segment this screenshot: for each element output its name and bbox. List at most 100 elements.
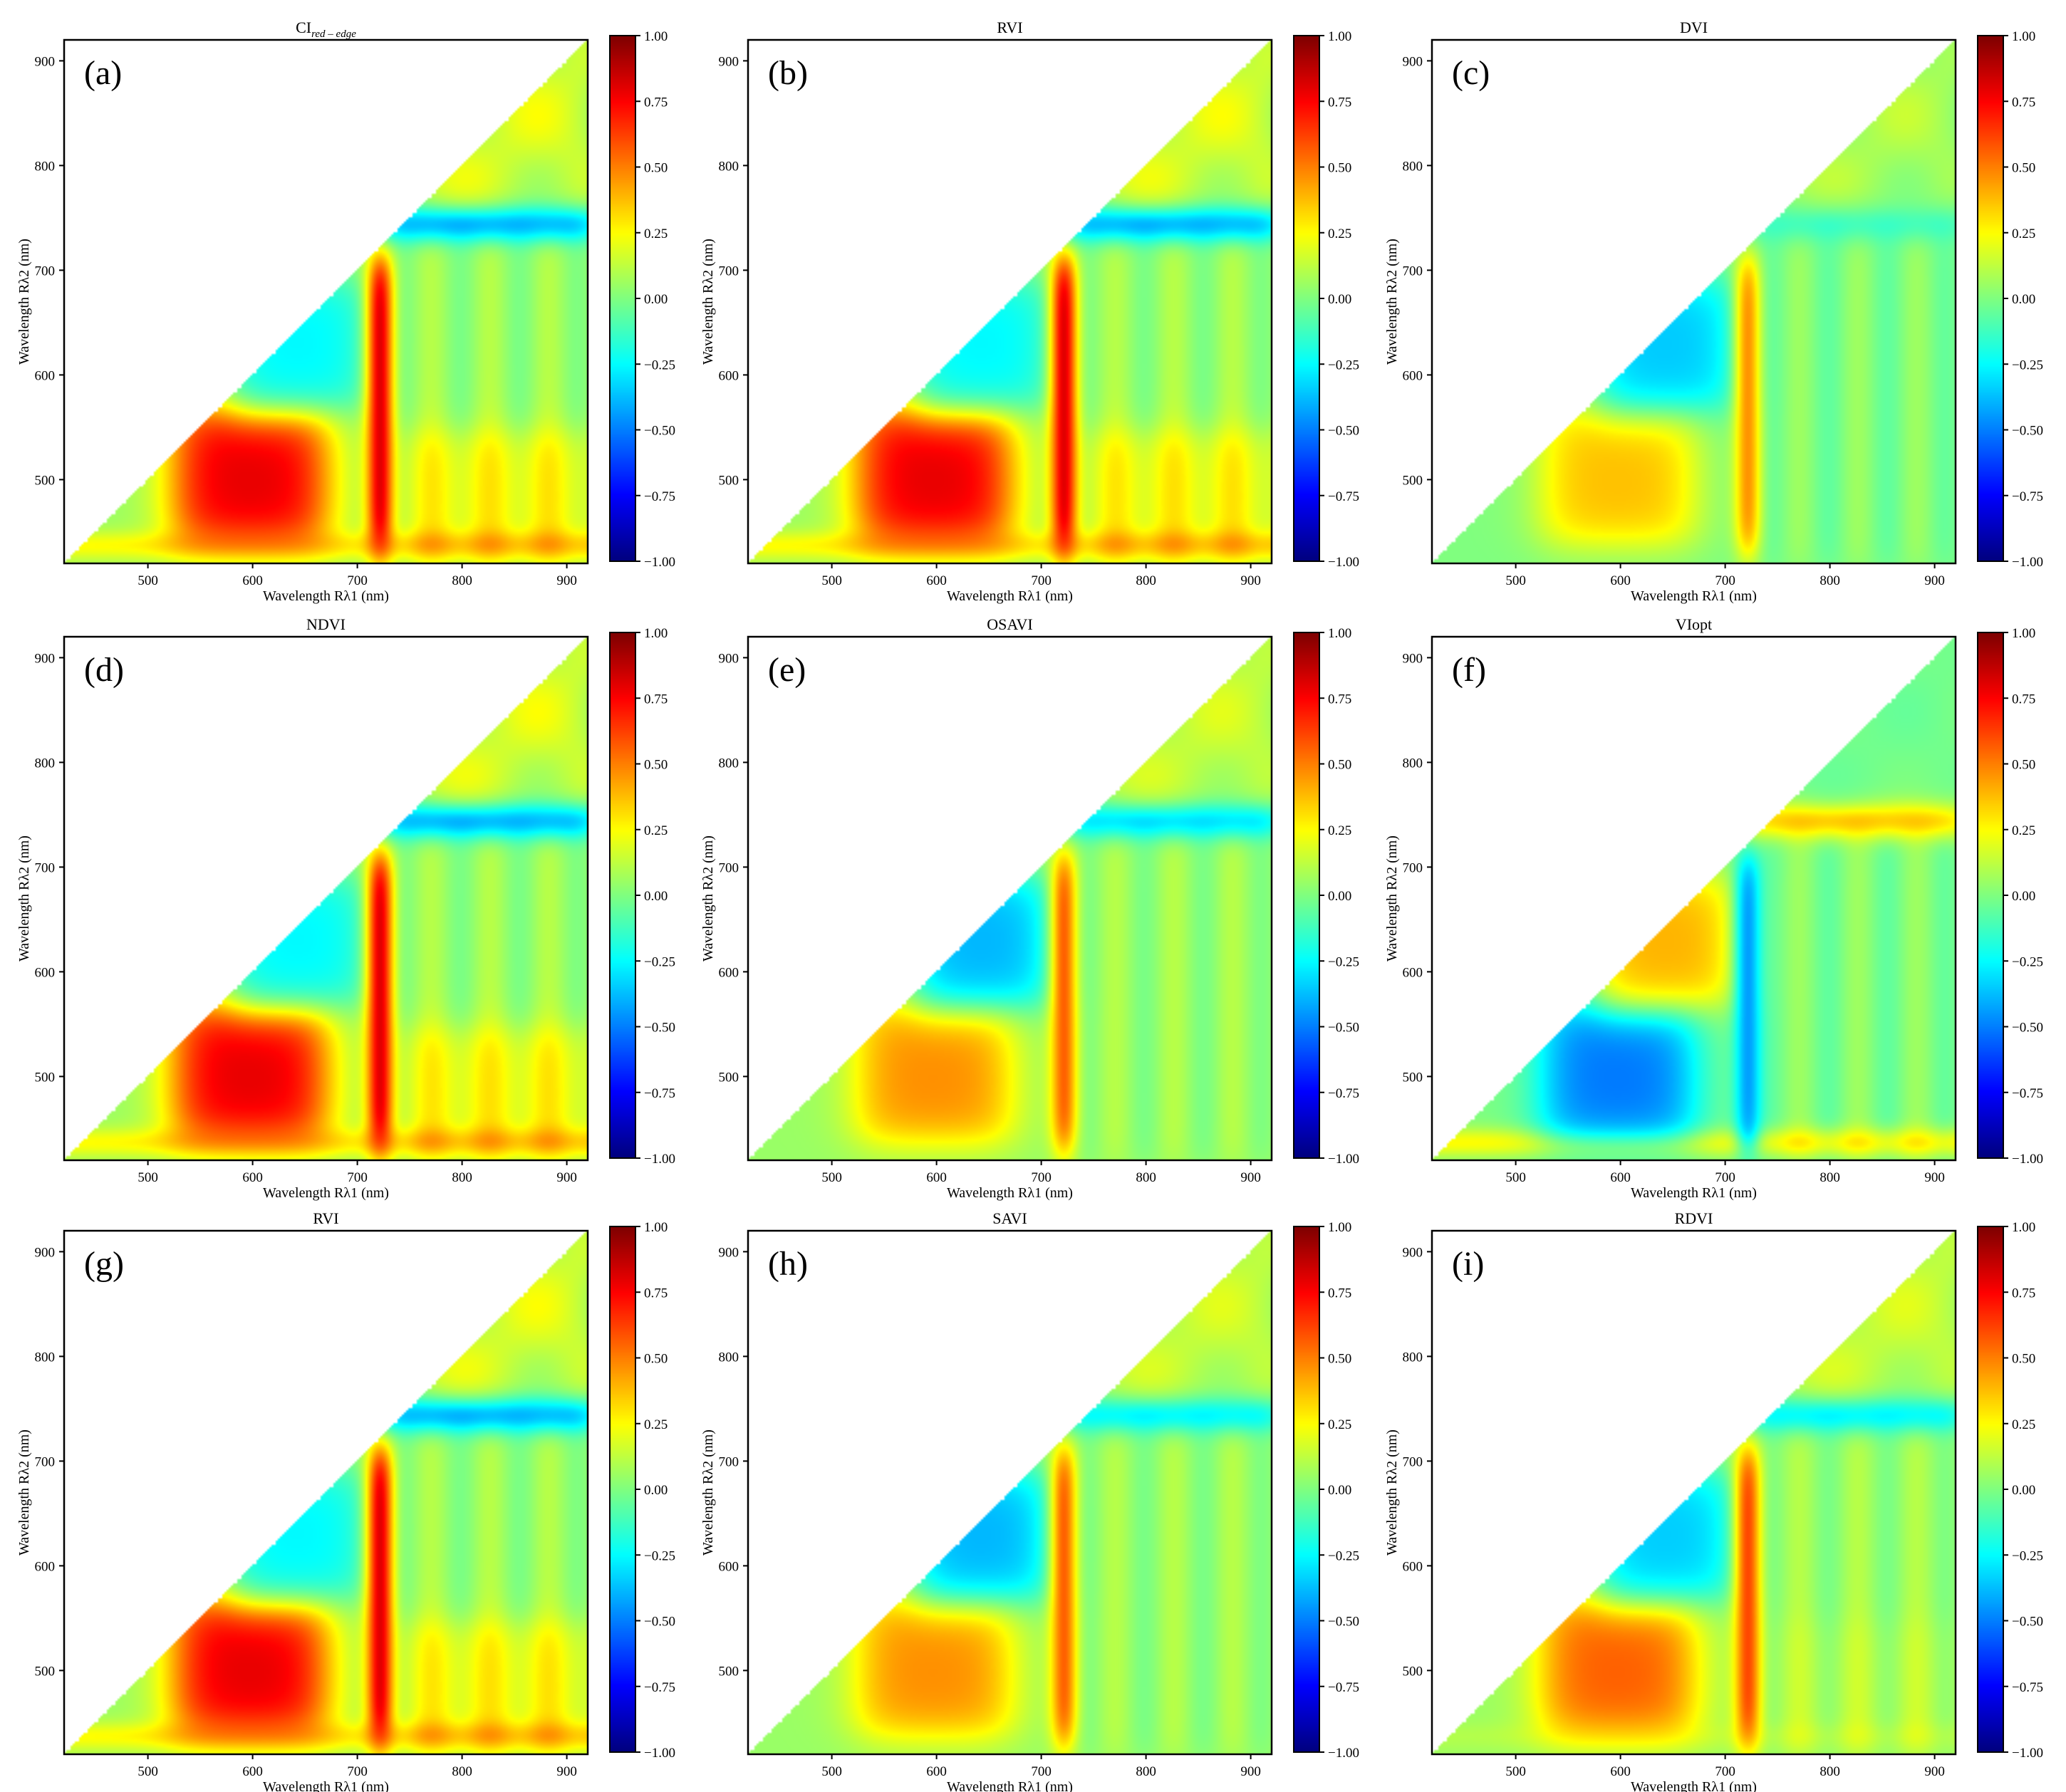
colorbar-gradient	[1978, 36, 2003, 561]
y-tick-label: 500	[1403, 1070, 1423, 1085]
x-tick-label: 800	[1820, 573, 1840, 588]
chart-title-main: SAVI	[992, 1209, 1027, 1227]
chart-title: RDVI	[1675, 1209, 1713, 1227]
x-tick-label: 600	[926, 573, 947, 588]
x-tick-label: 800	[1820, 1170, 1840, 1185]
colorbar-tick-label: −0.75	[2012, 489, 2043, 504]
colorbar-tick-label: 0.25	[644, 1417, 668, 1432]
y-tick-label: 600	[719, 1559, 739, 1574]
y-tick-label: 700	[1403, 860, 1423, 875]
colorbar-tick-label: −0.25	[644, 1548, 675, 1563]
colorbar-tick-label: −0.75	[644, 1086, 675, 1101]
x-tick-label: 500	[821, 1764, 842, 1779]
x-tick-label: 900	[556, 1764, 577, 1779]
colorbar-tick-label: −0.25	[1328, 954, 1359, 969]
heatmap-panel-g: 500 600 700 800 900 900 800 700 600 500 Wavelength…	[0, 1197, 684, 1792]
colorbar-tick-label: 0.00	[2012, 292, 2035, 307]
colorbar-tick-label: 0.25	[2012, 226, 2035, 241]
y-axis-label: Wavelength Rλ2 (nm)	[16, 835, 32, 962]
x-tick-label: 600	[926, 1170, 947, 1185]
x-tick-label: 700	[1031, 573, 1052, 588]
y-tick-label: 700	[719, 860, 739, 875]
axes-overlay: 500 600 700 800 900 900 800 700 600 500 Wavelength…	[700, 615, 1359, 1201]
colorbar-tick-label: 0.25	[1328, 1417, 1351, 1432]
y-tick-label: 600	[35, 1559, 56, 1574]
plot-frame	[1431, 635, 1957, 1162]
colorbar-tick-label: 1.00	[644, 1220, 668, 1235]
colorbar-tick-label: −0.25	[2012, 1548, 2043, 1563]
colorbar-tick-label: −0.25	[1328, 1548, 1359, 1563]
colorbar-tick-label: −0.50	[2012, 424, 2043, 439]
colorbar-tick-label: −0.75	[1328, 489, 1359, 504]
colorbar-tick-label: 0.00	[644, 292, 668, 307]
colorbar-tick-label: −0.50	[644, 424, 675, 439]
colorbar-tick-label: −0.50	[1328, 424, 1359, 439]
panel-label: (a)	[84, 54, 122, 92]
x-axis-label: Wavelength Rλ1 (nm)	[1631, 1185, 1757, 1201]
x-tick-label: 500	[137, 1170, 158, 1185]
colorbar-tick-label: 0.75	[644, 95, 668, 110]
x-axis-label: Wavelength Rλ1 (nm)	[1631, 1779, 1757, 1792]
plot-frame	[63, 38, 589, 565]
heatmap-cells	[748, 637, 1272, 1160]
y-tick-label: 900	[35, 1245, 56, 1260]
chart-title-main: DVI	[1680, 19, 1708, 36]
colorbar-tick-label: 0.00	[2012, 1483, 2035, 1498]
chart-title: DVI	[1680, 19, 1708, 36]
axes-overlay: 500 600 700 800 900 900 800 700 600 500 Wavelength…	[700, 19, 1359, 604]
colorbar-tick-label: 1.00	[644, 29, 668, 44]
colorbar-tick-label: 1.00	[2012, 626, 2035, 641]
colorbar-tick-label: −0.25	[644, 358, 675, 373]
colorbar-tick-label: −0.75	[2012, 1680, 2043, 1695]
x-tick-label: 500	[137, 1764, 158, 1779]
x-tick-label: 500	[1505, 573, 1526, 588]
x-tick-label: 900	[1924, 573, 1945, 588]
y-tick-label: 600	[35, 965, 56, 980]
y-tick-label: 900	[719, 54, 739, 69]
colorbar-tick-label: −1.00	[2012, 555, 2043, 570]
heatmap-panel-b: 500 600 700 800 900 900 800 700 600 500 Wavelength…	[684, 6, 1368, 604]
colorbar-tick-label: 1.00	[1328, 626, 1351, 641]
colorbar-frame	[1977, 35, 2004, 562]
y-tick-label: 600	[719, 368, 739, 383]
y-tick-label: 600	[1403, 1559, 1423, 1574]
colorbar-tick-label: −1.00	[1328, 555, 1359, 570]
y-tick-label: 700	[1403, 1454, 1423, 1469]
colorbar-tick-label: 0.25	[644, 226, 668, 241]
chart-title: CIred – edge	[296, 19, 356, 40]
colorbar-tick-label: −0.75	[1328, 1680, 1359, 1695]
axes-overlay: 500 600 700 800 900 900 800 700 600 500 Wavelength…	[16, 1209, 675, 1792]
x-axis-label: Wavelength Rλ1 (nm)	[263, 1185, 389, 1201]
plot-frame	[1431, 38, 1957, 565]
x-tick-label: 900	[556, 573, 577, 588]
x-tick-label: 500	[821, 1170, 842, 1185]
y-tick-label: 800	[1403, 756, 1423, 771]
colorbar-tick-label: 0.00	[1328, 292, 1351, 307]
plot-frame	[1431, 1229, 1957, 1756]
x-tick-label: 700	[1715, 1764, 1735, 1779]
colorbar-tick-label: 0.25	[1328, 823, 1351, 838]
y-tick-label: 700	[35, 860, 56, 875]
y-tick-label: 800	[719, 1350, 739, 1365]
colorbar-tick-label: −0.25	[1328, 358, 1359, 373]
colorbar-frame	[1977, 632, 2004, 1159]
colorbar-tick-label: 0.50	[644, 1352, 668, 1367]
colorbar-tick-label: −1.00	[1328, 1152, 1359, 1167]
colorbar-tick-label: 0.25	[1328, 226, 1351, 241]
y-axis-label: Wavelength Rλ2 (nm)	[1384, 239, 1400, 365]
heatmap-cells	[1432, 40, 1956, 563]
colorbar-tick-label: −0.50	[644, 1615, 675, 1630]
y-axis-label: Wavelength Rλ2 (nm)	[1384, 1429, 1400, 1556]
panel-label: (c)	[1452, 54, 1490, 92]
colorbar-tick-label: −0.50	[644, 1021, 675, 1036]
x-tick-label: 900	[1924, 1764, 1945, 1779]
x-tick-label: 500	[1505, 1764, 1526, 1779]
y-tick-label: 500	[1403, 1664, 1423, 1679]
y-axis-label: Wavelength Rλ2 (nm)	[700, 835, 716, 962]
colorbar-tick-label: 0.25	[2012, 823, 2035, 838]
y-tick-label: 600	[719, 965, 739, 980]
y-tick-label: 600	[1403, 368, 1423, 383]
panel-label: (b)	[768, 54, 808, 92]
axes-overlay: 500 600 700 800 900 900 800 700 600 500 Wavelength…	[1384, 615, 2043, 1201]
